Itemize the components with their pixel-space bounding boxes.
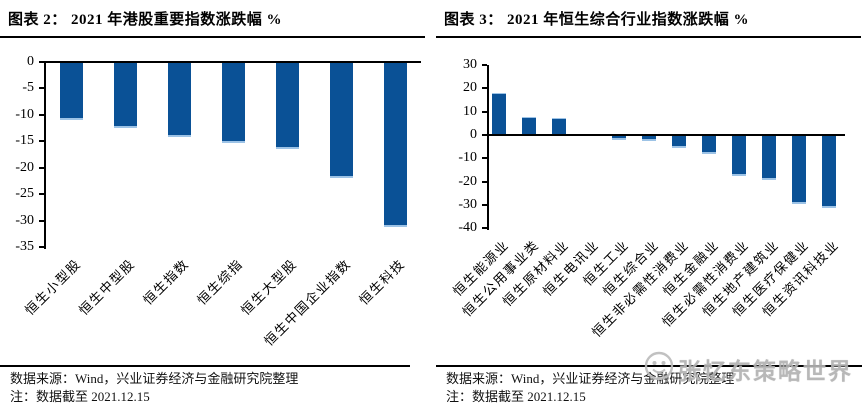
- y-tick-label: -25: [15, 186, 34, 202]
- x-axis-line: [44, 61, 421, 63]
- watermark-text: 张忆东策略世界: [678, 358, 853, 384]
- bar: [672, 135, 686, 148]
- y-axis-tick: [39, 61, 44, 63]
- figure-title: 图表 2： 2021 年港股重要指数涨跌幅 %: [8, 12, 283, 28]
- hs-industry-bar-chart: 30 20 10 0 -10 -20 -30 -40 恒生能源业 恒生公用事业类 恒生原材料业 恒生电…: [436, 44, 862, 344]
- bar: [702, 135, 716, 154]
- y-axis-tick: [482, 157, 487, 160]
- footer-divider: [0, 365, 410, 367]
- watermark: 张忆东策略世界: [644, 351, 853, 386]
- bar: [167, 62, 191, 138]
- title-underline: [0, 36, 425, 38]
- y-tick-label: -40: [458, 220, 477, 236]
- y-tick-label: 10: [463, 103, 477, 119]
- y-tick-label: -30: [15, 212, 34, 228]
- bar: [522, 116, 536, 135]
- hk-index-bar-chart: 0 -5 -10 -15 -20 -25 -30 -35 恒生小型股 恒生中型股 恒生指数 恒生综指恒…: [0, 44, 426, 349]
- figure-panel-3: 图表 3： 2021 年恒生综合行业指数涨跌幅 % 30 20 10 0 -10 -20 -…: [436, 0, 862, 413]
- bar: [492, 93, 506, 135]
- y-axis-tick: [482, 134, 487, 136]
- y-axis-tick: [39, 246, 44, 249]
- bar: [792, 135, 806, 205]
- data-cutoff-note: 注：数据截至 2021.12.15: [10, 389, 150, 404]
- y-axis-tick: [39, 166, 44, 169]
- y-axis-tick: [482, 110, 487, 113]
- y-tick-label: -20: [458, 173, 477, 189]
- y-axis-tick: [39, 219, 44, 222]
- y-axis-line: [44, 62, 46, 250]
- y-tick-label: -10: [15, 106, 34, 122]
- y-axis-tick: [482, 180, 487, 183]
- y-tick-label: -5: [22, 80, 34, 96]
- footer-divider: [436, 365, 862, 367]
- data-source-note: 数据来源：Wind，兴业证券经济与金融研究院整理: [446, 371, 735, 386]
- bar: [329, 62, 353, 179]
- y-tick-label: 20: [463, 80, 477, 96]
- y-axis-tick: [39, 113, 44, 116]
- y-tick-label: -35: [15, 239, 34, 255]
- y-tick-label: -15: [15, 133, 34, 149]
- bar: [221, 62, 245, 144]
- data-cutoff-note: 注：数据截至 2021.12.15: [446, 389, 586, 404]
- y-axis-tick: [482, 227, 487, 230]
- bar: [612, 135, 626, 140]
- y-axis-line: [487, 65, 489, 231]
- bar: [113, 62, 137, 129]
- y-tick-label: -20: [15, 159, 34, 175]
- bar: [762, 135, 776, 181]
- y-tick-label: -10: [458, 150, 477, 166]
- title-underline: [436, 36, 861, 38]
- y-tick-label: 0: [27, 54, 34, 69]
- figure-title: 图表 3： 2021 年恒生综合行业指数涨跌幅 %: [444, 12, 750, 28]
- bar: [552, 117, 566, 135]
- x-axis-line: [487, 134, 845, 136]
- y-axis-tick: [482, 64, 487, 66]
- y-axis-tick: [39, 87, 44, 90]
- bar: [822, 135, 836, 209]
- bar: [59, 62, 83, 120]
- data-source-note: 数据来源：Wind，兴业证券经济与金融研究院整理: [10, 371, 299, 386]
- watermark-logo-icon: [644, 351, 674, 386]
- y-tick-label: 0: [470, 127, 477, 142]
- y-axis-tick: [39, 193, 44, 196]
- y-axis-tick: [482, 203, 487, 206]
- y-tick-label: 30: [463, 57, 477, 72]
- y-axis-tick: [39, 140, 44, 143]
- bar: [383, 62, 407, 228]
- bar: [732, 135, 746, 177]
- figure-panel-2: 图表 2： 2021 年港股重要指数涨跌幅 % 0 -5 -10 -15 -20 -25 -…: [0, 0, 426, 413]
- y-tick-label: -30: [458, 196, 477, 212]
- bar: [275, 62, 299, 150]
- y-axis-tick: [482, 87, 487, 90]
- bar: [642, 135, 656, 141]
